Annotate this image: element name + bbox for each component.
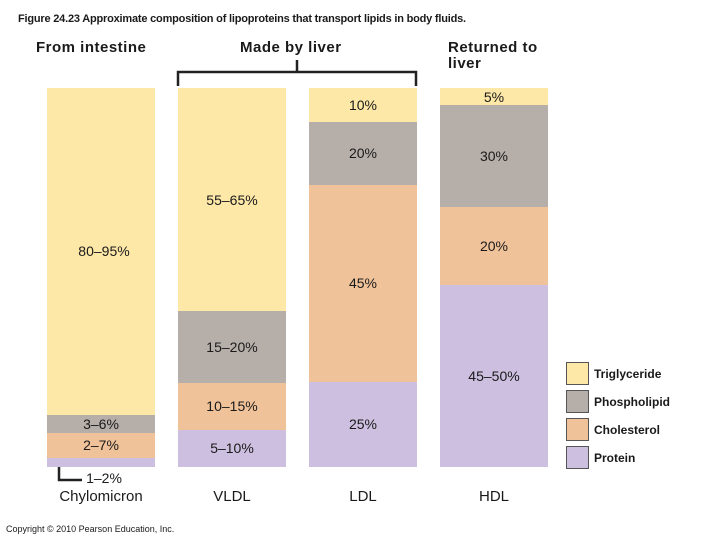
category-label: VLDL <box>213 488 251 505</box>
bar-segment-cholesterol <box>178 383 286 430</box>
bar-segment-protein <box>440 285 548 467</box>
bar-segment-protein <box>47 457 155 467</box>
segment-label: 10% <box>348 97 378 114</box>
category-label: LDL <box>349 488 377 505</box>
bar-segment-protein <box>309 381 417 467</box>
legend-swatch <box>566 446 589 469</box>
segment-label: 25% <box>348 416 378 433</box>
bar-segment-phospholipid <box>440 105 548 208</box>
segment-label: 30% <box>479 148 509 165</box>
bar-segment-cholesterol <box>309 184 417 382</box>
segment-label: 45% <box>348 275 378 292</box>
segment-label: 20% <box>479 238 509 255</box>
bar-segment-phospholipid <box>178 311 286 384</box>
segment-label: 3–6% <box>83 415 119 432</box>
group-label-liver: Made by liver <box>240 39 342 56</box>
legend-swatch <box>566 418 589 441</box>
category-label: HDL <box>478 488 510 505</box>
segment-label: 80–95% <box>78 243 130 260</box>
legend-label: Triglyceride <box>594 367 662 381</box>
bar-segment-triglyceride <box>440 88 548 106</box>
segment-label: 2–7% <box>83 437 119 454</box>
bar-segment-phospholipid <box>47 414 155 433</box>
legend-swatch <box>566 362 589 385</box>
segment-label: 20% <box>348 145 378 162</box>
legend-label: Protein <box>594 451 636 465</box>
bar-segment-cholesterol <box>440 207 548 286</box>
segment-label: 5% <box>483 88 505 105</box>
bar-segment-triglyceride <box>178 88 286 312</box>
category-label: Chylomicron <box>59 488 143 505</box>
group-label-intestine: From intestine <box>36 39 147 56</box>
group-label-returned: Returned to liver <box>448 39 538 72</box>
bar-segment-triglyceride <box>47 88 155 415</box>
bar-segment-triglyceride <box>309 88 417 123</box>
bar-segment-phospholipid <box>309 122 417 185</box>
legend-swatch <box>566 390 589 413</box>
segment-label: 1–2% <box>86 470 122 486</box>
legend-label: Cholesterol <box>594 423 661 437</box>
copyright: Copyright © 2010 Pearson Education, Inc. <box>6 524 175 534</box>
segment-label: 55–65% <box>206 191 258 208</box>
figure-title: Figure 24.23 Approximate composition of … <box>18 13 466 25</box>
segment-label: 10–15% <box>206 398 258 415</box>
segment-label: 5–10% <box>210 440 254 457</box>
bar-segment-cholesterol <box>47 432 155 458</box>
segment-label: 45–50% <box>468 368 520 385</box>
segment-label: 15–20% <box>206 339 258 356</box>
legend-label: Phospholipid <box>594 395 670 409</box>
bar-segment-protein <box>178 429 286 467</box>
